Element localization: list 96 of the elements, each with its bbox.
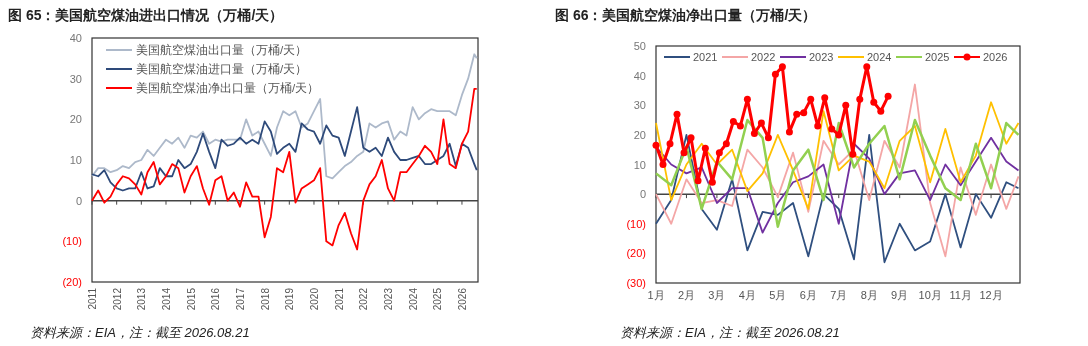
- point: [856, 95, 864, 103]
- point: [666, 140, 674, 148]
- point: [680, 149, 688, 157]
- point: [715, 149, 723, 157]
- legend-label: 2026: [983, 51, 1008, 63]
- x-tick-label: 2024: [407, 287, 419, 311]
- x-tick-label: 9月: [891, 289, 909, 301]
- x-tick-label: 1月: [647, 289, 665, 301]
- x-tick-label: 2018: [259, 287, 271, 311]
- y-tick-label: 10: [633, 158, 646, 171]
- legend-label: 2024: [867, 51, 892, 63]
- y-tick-label: 50: [633, 40, 646, 52]
- line-series: [655, 83, 1020, 258]
- legend-label: 美国航空煤油进口量（万桶/天）: [136, 62, 308, 76]
- x-tick-label: 3月: [708, 289, 726, 301]
- x-tick-label: 2019: [284, 287, 296, 311]
- x-tick-label: 8月: [860, 289, 878, 301]
- y-tick-label: 30: [633, 99, 646, 112]
- x-tick-label: 7月: [830, 289, 848, 301]
- point: [771, 70, 779, 78]
- x-tick-label: 11月: [949, 289, 972, 301]
- point: [842, 101, 850, 109]
- legend-label: 美国航空煤油净出口量（万桶/天）: [136, 81, 320, 95]
- point: [807, 95, 815, 103]
- point: [828, 125, 836, 133]
- x-tick-label: 2012: [111, 287, 123, 311]
- point: [750, 129, 758, 137]
- point: [736, 122, 744, 130]
- legend-label: 2022: [751, 51, 776, 63]
- text: 资料来源：EIA，注：截至 2026.08.21: [30, 325, 250, 340]
- y-tick-label: (30): [626, 277, 646, 289]
- point: [743, 95, 751, 103]
- x-tick-label: 12月: [979, 289, 1003, 301]
- x-tick-label: 2021: [333, 287, 345, 311]
- point: [821, 94, 829, 102]
- x-tick-label: 2016: [210, 287, 222, 311]
- point: [673, 110, 681, 118]
- point: [722, 140, 730, 148]
- point: [757, 119, 765, 127]
- point: [778, 63, 786, 71]
- legend-label: 美国航空煤油出口量（万桶/天）: [136, 43, 308, 57]
- x-tick-label: 2020: [308, 287, 320, 311]
- x-tick-label: 2015: [185, 287, 197, 311]
- x-tick-label: 2023: [382, 287, 394, 311]
- point: [849, 150, 857, 158]
- legend-label: 2023: [809, 51, 834, 63]
- x-tick-label: 2011: [87, 287, 98, 310]
- y-tick-label: (20): [62, 276, 82, 288]
- y-tick-label: (10): [62, 235, 82, 248]
- legend-label: 2025: [925, 51, 950, 63]
- point: [785, 128, 793, 136]
- point: [708, 178, 716, 186]
- x-tick-label: 10月: [918, 289, 942, 301]
- y-tick-label: 40: [69, 32, 82, 44]
- x-tick-label: 2017: [234, 287, 246, 311]
- x-tick-label: 2022: [358, 287, 370, 311]
- x-tick-label: 2014: [160, 287, 172, 311]
- x-tick-label: 2025: [432, 287, 444, 311]
- x-tick-label: 5月: [769, 289, 787, 301]
- x-tick-label: 2013: [136, 287, 148, 311]
- x-tick-label: 2026: [456, 287, 468, 311]
- y-tick-label: 40: [633, 69, 646, 82]
- chart-title: 图 66：美国航空煤油净出口量（万桶/天）: [555, 7, 817, 23]
- point: [877, 107, 885, 115]
- point: [659, 161, 667, 168]
- y-tick-label: 0: [639, 188, 646, 201]
- point: [814, 122, 822, 130]
- y-tick-label: 30: [69, 72, 82, 85]
- y-tick-label: 20: [69, 113, 82, 126]
- point: [701, 144, 709, 152]
- point: [652, 141, 660, 149]
- line-series: [655, 133, 1020, 264]
- point: [800, 109, 808, 117]
- point: [884, 92, 892, 100]
- x-tick-label: 6月: [799, 289, 817, 301]
- point: [835, 131, 843, 139]
- point: [764, 134, 772, 142]
- point: [793, 110, 801, 118]
- point: [729, 118, 737, 126]
- line-series: [654, 118, 1020, 228]
- y-tick-label: 10: [69, 154, 82, 166]
- point: [694, 177, 702, 185]
- point: [863, 63, 871, 71]
- point: [870, 98, 878, 106]
- line-series: [655, 101, 1020, 210]
- y-tick-label: (10): [626, 217, 646, 230]
- legend-label: 2021: [693, 51, 718, 63]
- y-tick-label: 20: [633, 128, 646, 141]
- line-series: [91, 106, 478, 192]
- text: 资料来源：EIA，注：截至 2026.08.21: [620, 325, 840, 340]
- y-tick-label: (20): [626, 247, 646, 260]
- chart-title: 图 65：美国航空煤油进出口情况（万桶/天）: [8, 7, 284, 23]
- point: [687, 134, 695, 142]
- x-tick-label: 2月: [677, 289, 696, 301]
- y-tick-label: 0: [75, 194, 82, 207]
- x-tick-label: 4月: [738, 289, 756, 301]
